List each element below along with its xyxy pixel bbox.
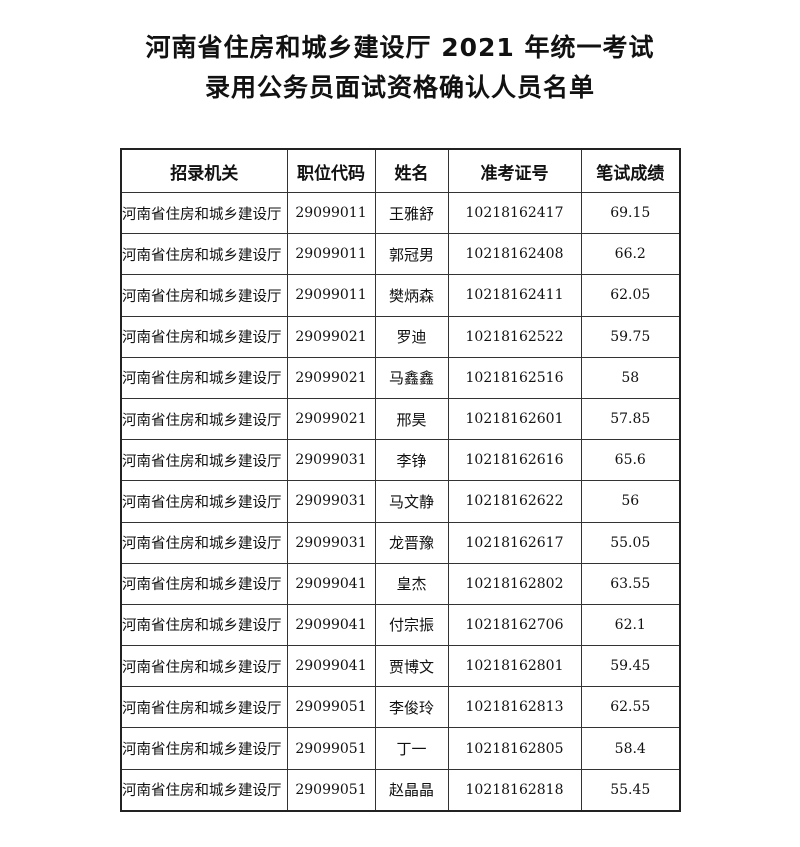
- exam-number-cell: 10218162818: [447, 768, 582, 812]
- exam-number-cell: 10218162813: [447, 686, 582, 729]
- position-code-cell: 29099031: [286, 439, 376, 482]
- table-row: 河南省住房和城乡建设厅 29099031 龙晋豫 10218162617 55.05: [120, 521, 681, 564]
- table-row: 河南省住房和城乡建设厅 29099051 赵晶晶 10218162818 55.45: [120, 768, 681, 812]
- written-score-cell: 56: [580, 480, 681, 523]
- header-position-code: 职位代码: [286, 148, 376, 193]
- position-code-cell: 29099051: [286, 727, 376, 770]
- table-row: 河南省住房和城乡建设厅 29099041 皇杰 10218162802 63.55: [120, 562, 681, 605]
- exam-number-cell: 10218162617: [447, 521, 582, 564]
- position-code-cell: 29099011: [286, 233, 376, 276]
- exam-number-cell: 10218162706: [447, 603, 582, 647]
- written-score-cell: 57.85: [580, 397, 681, 441]
- table-row: 河南省住房和城乡建设厅 29099011 郭冠男 10218162408 66.2: [120, 233, 681, 276]
- name-cell: 罗迪: [374, 315, 449, 358]
- agency-cell: 河南省住房和城乡建设厅: [120, 686, 288, 729]
- header-agency: 招录机关: [120, 148, 288, 193]
- exam-number-cell: 10218162411: [447, 274, 582, 317]
- written-score-cell: 58: [580, 356, 681, 399]
- exam-number-cell: 10218162408: [447, 233, 582, 276]
- agency-cell: 河南省住房和城乡建设厅: [120, 233, 288, 276]
- agency-cell: 河南省住房和城乡建设厅: [120, 274, 288, 317]
- name-cell: 邢昊: [374, 397, 449, 441]
- written-score-cell: 66.2: [580, 233, 681, 276]
- written-score-cell: 62.1: [580, 603, 681, 647]
- table-row: 河南省住房和城乡建设厅 29099051 丁一 10218162805 58.4: [120, 727, 681, 770]
- written-score-cell: 59.75: [580, 315, 681, 358]
- header-written-score: 笔试成绩: [580, 148, 681, 193]
- name-cell: 马文静: [374, 480, 449, 523]
- exam-number-cell: 10218162622: [447, 480, 582, 523]
- position-code-cell: 29099021: [286, 356, 376, 399]
- written-score-cell: 55.45: [580, 768, 681, 812]
- name-cell: 马鑫鑫: [374, 356, 449, 399]
- written-score-cell: 65.6: [580, 439, 681, 482]
- table-row: 河南省住房和城乡建设厅 29099051 李俊玲 10218162813 62.55: [120, 686, 681, 729]
- agency-cell: 河南省住房和城乡建设厅: [120, 480, 288, 523]
- agency-cell: 河南省住房和城乡建设厅: [120, 562, 288, 605]
- position-code-cell: 29099031: [286, 521, 376, 564]
- table-row: 河南省住房和城乡建设厅 29099021 马鑫鑫 10218162516 58: [120, 356, 681, 399]
- exam-number-cell: 10218162516: [447, 356, 582, 399]
- document-title-line-1: 河南省住房和城乡建设厅 2021 年统一考试: [145, 33, 655, 62]
- name-cell: 付宗振: [374, 603, 449, 647]
- header-name: 姓名: [374, 148, 449, 193]
- name-cell: 李铮: [374, 439, 449, 482]
- position-code-cell: 29099041: [286, 562, 376, 605]
- position-code-cell: 29099011: [286, 274, 376, 317]
- name-cell: 丁一: [374, 727, 449, 770]
- agency-cell: 河南省住房和城乡建设厅: [120, 315, 288, 358]
- exam-number-cell: 10218162601: [447, 397, 582, 441]
- header-exam-number: 准考证号: [447, 148, 582, 193]
- agency-cell: 河南省住房和城乡建设厅: [120, 397, 288, 441]
- agency-cell: 河南省住房和城乡建设厅: [120, 727, 288, 770]
- name-cell: 龙晋豫: [374, 521, 449, 564]
- table-row: 河南省住房和城乡建设厅 29099021 罗迪 10218162522 59.75: [120, 315, 681, 358]
- written-score-cell: 55.05: [580, 521, 681, 564]
- exam-number-cell: 10218162801: [447, 645, 582, 688]
- agency-cell: 河南省住房和城乡建设厅: [120, 768, 288, 812]
- candidate-table: 招录机关 职位代码 姓名 准考证号 笔试成绩 河南省住房和城乡建设厅 290990…: [120, 148, 681, 812]
- agency-cell: 河南省住房和城乡建设厅: [120, 645, 288, 688]
- written-score-cell: 58.4: [580, 727, 681, 770]
- name-cell: 李俊玲: [374, 686, 449, 729]
- position-code-cell: 29099021: [286, 397, 376, 441]
- exam-number-cell: 10218162802: [447, 562, 582, 605]
- position-code-cell: 29099021: [286, 315, 376, 358]
- agency-cell: 河南省住房和城乡建设厅: [120, 521, 288, 564]
- exam-number-cell: 10218162522: [447, 315, 582, 358]
- table-row: 河南省住房和城乡建设厅 29099041 付宗振 10218162706 62.1: [120, 603, 681, 647]
- position-code-cell: 29099041: [286, 645, 376, 688]
- position-code-cell: 29099011: [286, 191, 376, 235]
- agency-cell: 河南省住房和城乡建设厅: [120, 439, 288, 482]
- position-code-cell: 29099031: [286, 480, 376, 523]
- table-row: 河南省住房和城乡建设厅 29099011 樊炳森 10218162411 62.05: [120, 274, 681, 317]
- position-code-cell: 29099051: [286, 686, 376, 729]
- name-cell: 皇杰: [374, 562, 449, 605]
- document-title-line-2: 录用公务员面试资格确认人员名单: [204, 73, 595, 102]
- agency-cell: 河南省住房和城乡建设厅: [120, 191, 288, 235]
- position-code-cell: 29099041: [286, 603, 376, 647]
- agency-cell: 河南省住房和城乡建设厅: [120, 356, 288, 399]
- table-row: 河南省住房和城乡建设厅 29099031 马文静 10218162622 56: [120, 480, 681, 523]
- name-cell: 樊炳森: [374, 274, 449, 317]
- position-code-cell: 29099051: [286, 768, 376, 812]
- exam-number-cell: 10218162417: [447, 191, 582, 235]
- table-header-row: 招录机关 职位代码 姓名 准考证号 笔试成绩: [120, 148, 681, 193]
- written-score-cell: 62.05: [580, 274, 681, 317]
- table-row: 河南省住房和城乡建设厅 29099011 王雅舒 10218162417 69.15: [120, 191, 681, 235]
- name-cell: 贾博文: [374, 645, 449, 688]
- written-score-cell: 62.55: [580, 686, 681, 729]
- written-score-cell: 59.45: [580, 645, 681, 688]
- table-row: 河南省住房和城乡建设厅 29099031 李铮 10218162616 65.6: [120, 439, 681, 482]
- name-cell: 郭冠男: [374, 233, 449, 276]
- table-row: 河南省住房和城乡建设厅 29099021 邢昊 10218162601 57.85: [120, 397, 681, 441]
- name-cell: 赵晶晶: [374, 768, 449, 812]
- name-cell: 王雅舒: [374, 191, 449, 235]
- table-row: 河南省住房和城乡建设厅 29099041 贾博文 10218162801 59.45: [120, 645, 681, 688]
- exam-number-cell: 10218162616: [447, 439, 582, 482]
- written-score-cell: 69.15: [580, 191, 681, 235]
- agency-cell: 河南省住房和城乡建设厅: [120, 603, 288, 647]
- exam-number-cell: 10218162805: [447, 727, 582, 770]
- written-score-cell: 63.55: [580, 562, 681, 605]
